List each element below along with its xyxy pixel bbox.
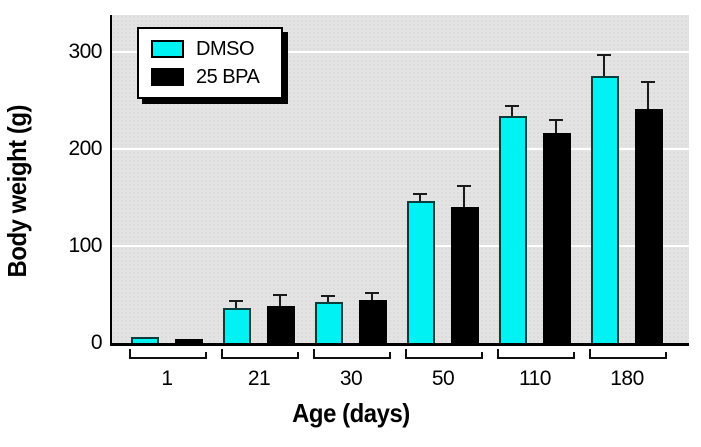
- y-tick-label-300: 300: [68, 40, 102, 63]
- error-bar-25-bpa-age-21: [273, 294, 287, 307]
- x-tick-label-21: 21: [247, 367, 271, 390]
- error-bar-stem: [555, 120, 557, 133]
- x-tick-label-180: 180: [610, 367, 644, 390]
- error-bar-stem: [235, 302, 237, 309]
- bar-dmso-age-50: [407, 201, 435, 343]
- x-tick-label-1: 1: [161, 367, 173, 390]
- x-tick-label-30: 30: [339, 367, 363, 390]
- legend-label-dmso: DMSO: [196, 37, 255, 60]
- error-bar-stem: [463, 186, 465, 208]
- y-tick-label-100: 100: [68, 234, 102, 257]
- error-bar-stem: [647, 83, 649, 110]
- y-tick-label-0: 0: [90, 331, 103, 354]
- x-axis-title: Age (days): [291, 398, 410, 428]
- error-bar-25-bpa-age-30: [365, 291, 379, 301]
- bar-25-bpa-age-1: [175, 339, 203, 343]
- dmso-color-swatch-icon: [151, 40, 184, 58]
- bpa-color-swatch-icon: [151, 68, 184, 86]
- error-bar-stem: [603, 55, 605, 77]
- legend: DMSO 25 BPA: [137, 27, 283, 99]
- gridline-100: [112, 245, 689, 247]
- bar-dmso-age-30: [315, 302, 343, 343]
- error-bar-dmso-age-180: [597, 53, 611, 77]
- group-bracket-21: [221, 348, 299, 359]
- legend-item-dmso: DMSO: [151, 35, 281, 63]
- error-bar-stem: [511, 107, 513, 117]
- bar-dmso-age-110: [499, 116, 527, 343]
- bar-25-bpa-age-21: [267, 306, 295, 343]
- error-bar-stem: [371, 293, 373, 301]
- x-axis-title-wrap: Age (days): [0, 398, 701, 429]
- error-bar-25-bpa-age-50: [457, 184, 471, 208]
- error-bar-stem: [327, 297, 329, 303]
- bar-25-bpa-age-30: [359, 300, 387, 343]
- x-tick-label-110: 110: [519, 367, 551, 390]
- bar-dmso-age-180: [591, 76, 619, 343]
- y-tick-label-200: 200: [68, 137, 102, 160]
- error-bar-dmso-age-21: [229, 300, 243, 309]
- bar-dmso-age-1: [131, 337, 159, 343]
- group-bracket-180: [589, 348, 667, 359]
- error-bar-dmso-age-110: [505, 105, 519, 117]
- error-bar-25-bpa-age-180: [641, 81, 655, 110]
- bar-25-bpa-age-50: [451, 207, 479, 343]
- y-axis-title-wrap: Body weight (g): [2, 81, 46, 301]
- bar-25-bpa-age-180: [635, 109, 663, 343]
- error-bar-25-bpa-age-110: [549, 118, 563, 133]
- legend-label-25bpa: 25 BPA: [196, 65, 260, 88]
- x-tick-label-50: 50: [431, 367, 455, 390]
- error-bar-stem: [419, 194, 421, 202]
- bar-dmso-age-21: [223, 308, 251, 343]
- legend-item-25bpa: 25 BPA: [151, 63, 281, 91]
- group-bracket-1: [129, 348, 207, 359]
- bar-25-bpa-age-110: [543, 132, 571, 343]
- group-bracket-110: [497, 348, 575, 359]
- group-bracket-50: [405, 348, 483, 359]
- gridline-300: [112, 51, 689, 53]
- error-bar-stem: [279, 296, 281, 307]
- error-bar-dmso-age-50: [413, 192, 427, 202]
- group-bracket-30: [313, 348, 391, 359]
- error-bar-dmso-age-30: [321, 295, 335, 303]
- gridline-200: [112, 148, 689, 150]
